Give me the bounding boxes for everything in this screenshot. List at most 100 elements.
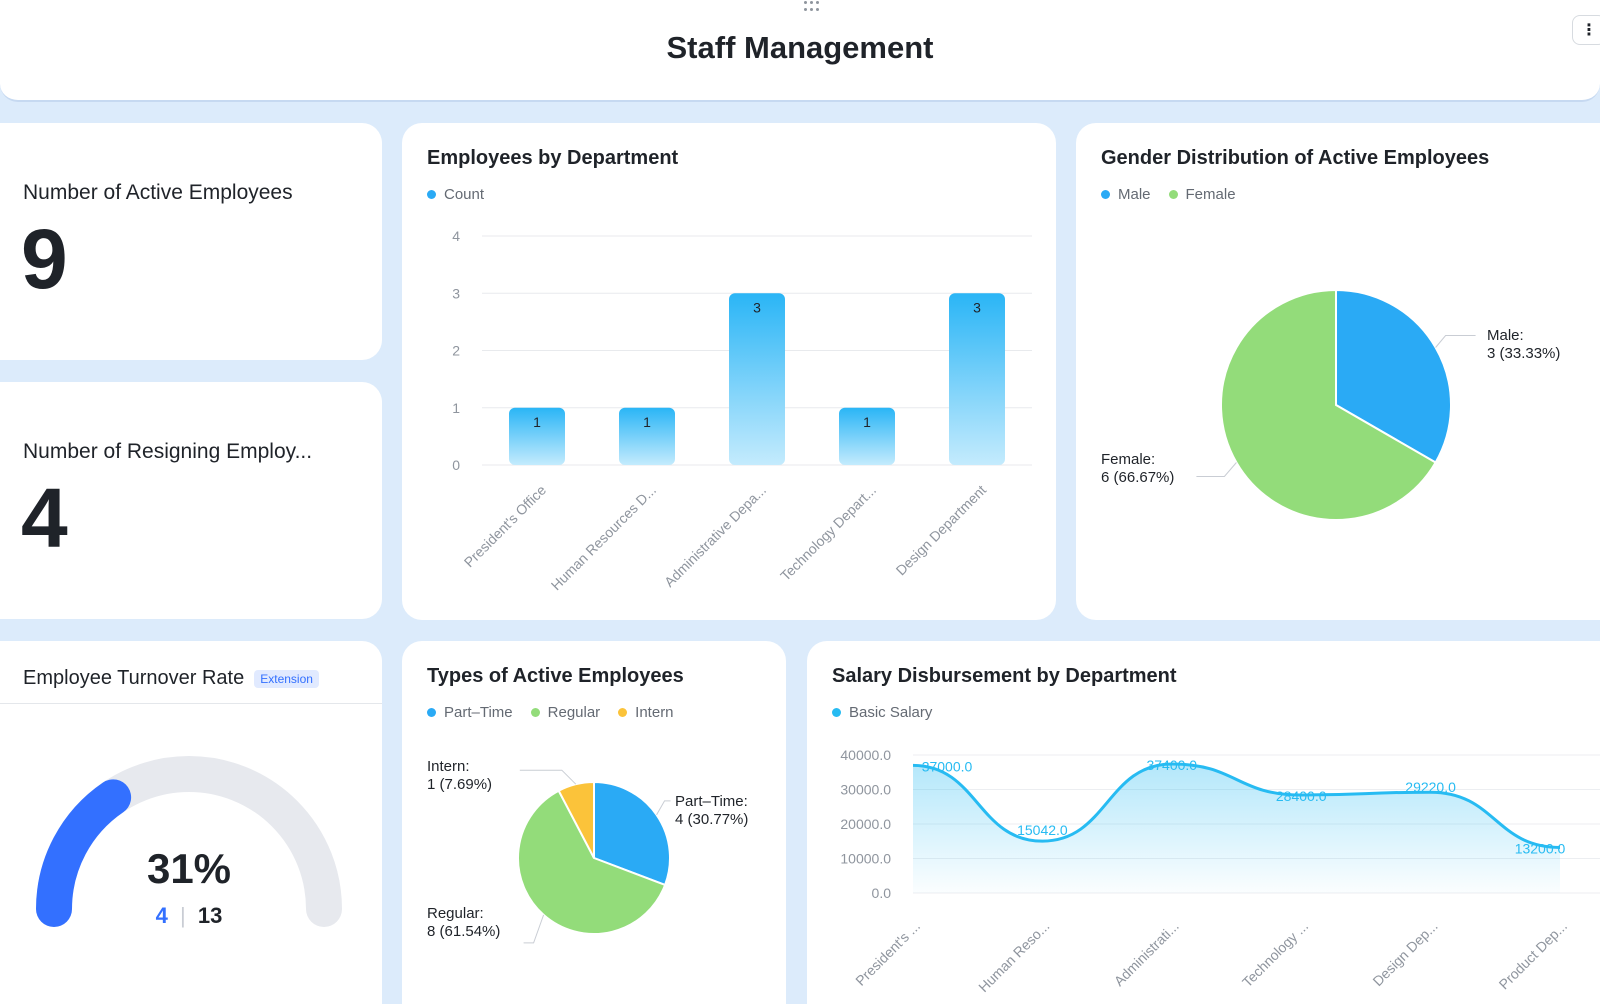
bar-value-label: 1 — [643, 414, 651, 430]
pie-slice — [517, 789, 667, 935]
y-tick-label: 20000.0 — [840, 816, 891, 832]
bar-value-label: 3 — [973, 299, 981, 315]
data-value-label: 37000.0 — [922, 758, 973, 774]
resigning-employees-card[interactable]: Number of Resigning Employ... 4 — [0, 382, 382, 619]
legend-item-regular[interactable]: Regular — [530, 704, 601, 721]
employees-by-department-legend: Count — [427, 186, 484, 203]
bar — [839, 407, 895, 465]
pie-slice — [1220, 288, 1437, 521]
bar — [949, 293, 1005, 465]
label-leader-line — [523, 914, 545, 944]
bar-value-label: 1 — [863, 414, 871, 430]
y-tick-label: 3 — [452, 285, 460, 301]
x-tick-label: Technology ... — [1239, 918, 1311, 990]
y-tick-label: 4 — [452, 228, 460, 244]
more-vertical-icon: ⋮ — [1581, 22, 1597, 39]
more-options-button[interactable]: ⋮ — [1572, 15, 1600, 45]
page-title: Staff Management — [666, 30, 934, 65]
y-tick-label: 2 — [452, 343, 460, 359]
data-value-label: 15042.0 — [1017, 822, 1068, 838]
turnover-gauge — [36, 756, 342, 927]
x-tick-label: President's ... — [852, 918, 923, 989]
turnover-percent: 31% — [146, 845, 232, 892]
data-value-label: 13200.0 — [1515, 840, 1566, 856]
legend-dot-icon — [618, 708, 628, 717]
active-employees-label: Number of Active Employees — [23, 181, 293, 204]
salary-disbursement-card[interactable]: Salary Disbursement by Department Basic … — [807, 641, 1600, 1004]
employees-by-department-card[interactable]: Employees by Department Count 0 1 2 3 4 1 1 3 1 3… — [402, 123, 1056, 620]
data-value-label: 28400.0 — [1276, 788, 1327, 804]
turnover-left-count: 4 — [155, 903, 168, 928]
label-leader-line — [656, 800, 671, 816]
legend-label: Regular — [547, 704, 601, 721]
active-employees-value: 9 — [21, 212, 68, 306]
x-tick-label: Administrative Depa... — [661, 482, 769, 590]
turnover-rate-title-row: Employee Turnover Rate Extension — [23, 667, 319, 690]
series-line — [912, 762, 1561, 849]
divider — [0, 703, 382, 704]
x-tick-label: Design Department — [893, 482, 990, 579]
turnover-rate-card[interactable]: Employee Turnover Rate Extension 31% 4 | … — [0, 641, 382, 1004]
resigning-employees-value: 4 — [21, 471, 68, 565]
active-employees-card[interactable]: Number of Active Employees 9 — [0, 123, 382, 360]
data-value-label: 37400.0 — [1146, 757, 1197, 773]
types-of-employees-chart: Part–Time:4 (30.77%) Regular:8 (61.54%) In… — [427, 758, 748, 944]
pie-label-name: Male: — [1487, 327, 1524, 344]
legend-item-female[interactable]: Female — [1168, 186, 1236, 203]
gender-distribution-chart: Male:3 (33.33%) Female:6 (66.67%) — [1101, 288, 1560, 521]
turnover-counts: 4 | 13 — [0, 903, 380, 929]
label-leader-line — [1435, 335, 1476, 348]
dashboard-header: Staff Management ⋮ — [0, 0, 1600, 102]
salary-disbursement-legend: Basic Salary — [832, 704, 932, 721]
gender-distribution-legend: Male Female — [1101, 186, 1236, 203]
bar-value-label: 1 — [533, 414, 541, 430]
pie-label-value: 4 (30.77%) — [675, 811, 748, 828]
legend-item-count[interactable]: Count — [427, 186, 484, 203]
pie-label-value: 8 (61.54%) — [427, 923, 500, 940]
legend-item-intern[interactable]: Intern — [618, 704, 674, 721]
bar-value-label: 3 — [753, 299, 761, 315]
legend-label: Part–Time — [444, 704, 513, 721]
data-value-label: 29220.0 — [1405, 779, 1456, 795]
x-tick-label: Human Reso... — [975, 918, 1052, 995]
drag-handle-icon[interactable] — [804, 1, 820, 11]
x-tick-label: Administrati... — [1111, 918, 1182, 989]
legend-label: Basic Salary — [849, 704, 933, 721]
pie-slice — [1335, 288, 1452, 464]
pie-label-value: 3 (33.33%) — [1487, 345, 1560, 362]
employees-by-department-title: Employees by Department — [427, 147, 679, 169]
pie-label-name: Female: — [1101, 451, 1155, 468]
y-tick-label: 1 — [452, 400, 460, 416]
legend-item-basic-salary[interactable]: Basic Salary — [832, 704, 932, 721]
legend-item-part-time[interactable]: Part–Time — [427, 704, 513, 721]
gender-distribution-card[interactable]: Gender Distribution of Active Employees … — [1076, 123, 1600, 620]
legend-item-male[interactable]: Male — [1101, 186, 1151, 203]
legend-dot-icon — [832, 708, 841, 717]
salary-disbursement-title: Salary Disbursement by Department — [832, 665, 1177, 687]
legend-dot-icon — [427, 708, 436, 717]
bar — [729, 293, 785, 465]
x-tick-label: Technology Depart... — [777, 482, 879, 584]
types-of-employees-legend: Part–Time Regular Intern — [427, 704, 674, 721]
y-tick-label: 10000.0 — [840, 851, 891, 867]
legend-label: Male — [1118, 186, 1151, 203]
types-of-employees-title: Types of Active Employees — [427, 665, 684, 687]
legend-dot-icon — [427, 190, 436, 199]
resigning-employees-label: Number of Resigning Employ... — [23, 440, 313, 463]
pie-slice — [593, 780, 671, 887]
legend-label: Count — [444, 186, 485, 203]
legend-label: Female — [1185, 186, 1236, 203]
turnover-right-count: 13 — [197, 903, 223, 928]
label-leader-line — [519, 769, 577, 785]
x-tick-label: Design Dep... — [1369, 918, 1440, 989]
x-tick-label: Product Dep... — [1496, 918, 1571, 993]
pie-label-name: Intern: — [427, 758, 470, 775]
pie-label-value: 1 (7.69%) — [427, 776, 492, 793]
x-tick-label: Human Resources D... — [548, 482, 659, 593]
gender-distribution-title: Gender Distribution of Active Employees — [1101, 147, 1490, 169]
types-of-employees-card[interactable]: Types of Active Employees Part–Time Regu… — [402, 641, 786, 1004]
y-tick-label: 30000.0 — [840, 782, 891, 798]
bar — [619, 407, 675, 465]
x-tick-label: President's Office — [461, 482, 550, 571]
